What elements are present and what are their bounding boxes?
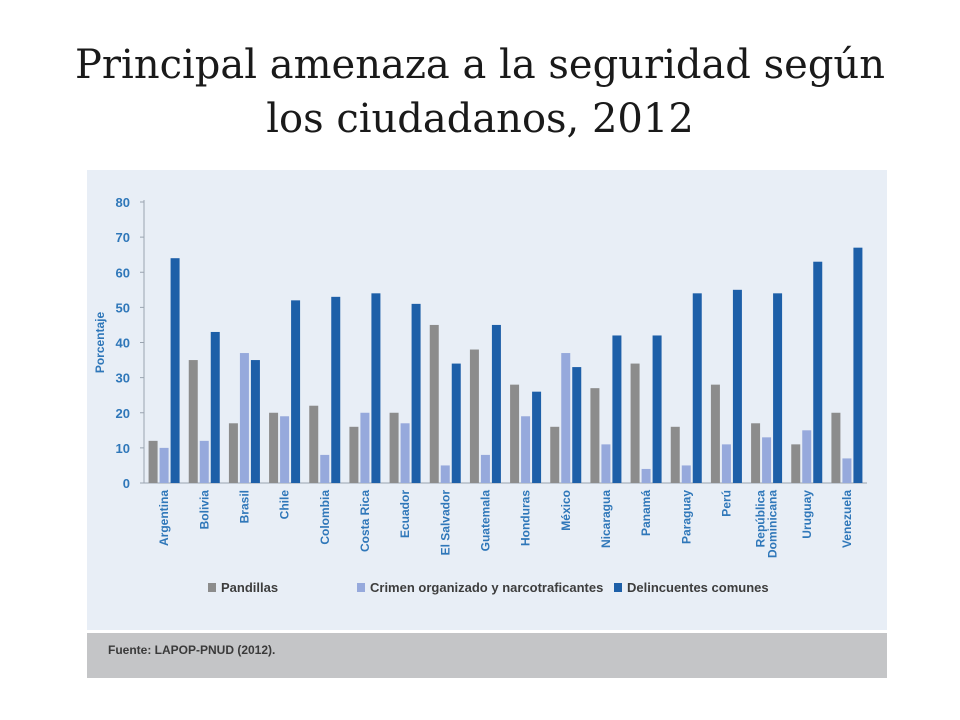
bar [170,258,180,483]
bar-chart: 0 10 20 30 40 50 60 70 80 Porcentaje Argentina Boli… [93,195,867,595]
legend-label: Pandillas [221,580,278,595]
bar [440,465,450,483]
bar [561,353,571,483]
category-label: Paraguay [679,490,693,544]
bar [532,391,542,483]
bar [550,426,560,483]
slide-title-line-1: Principal amenaza a la seguridad según [75,42,885,88]
bar [491,324,501,483]
bar [469,349,479,483]
bar [148,440,158,483]
category-label: Nicaragua [599,490,613,548]
category-label: Uruguay [800,490,814,539]
bar [831,412,841,483]
bar [590,388,600,483]
bar [159,447,169,483]
category-label: Dominicana [766,490,780,558]
y-tick-label: 10 [116,441,130,456]
bar [389,412,399,483]
bar [239,353,249,483]
bar [732,289,742,483]
category-label: Argentina [157,490,171,546]
bar [400,423,410,483]
bar [210,331,220,483]
bar [429,324,439,483]
legend-swatch [357,583,365,592]
bar [641,468,651,483]
category-label: México [559,490,573,531]
y-tick-label: 0 [123,476,130,491]
legend-swatch [208,583,216,592]
bar [572,367,582,483]
category-label: Venezuela [840,490,854,548]
slide-title: Principal amenaza a la seguridad según l… [0,38,960,146]
bar [349,426,359,483]
y-tick-label: 60 [116,265,130,280]
category-label: El Salvador [438,490,452,556]
y-tick-label: 20 [116,406,130,421]
bar [228,423,238,483]
bar [601,444,611,483]
bar [652,335,662,483]
bar [309,405,319,483]
category-label: Costa Rica [358,490,372,552]
bar [802,430,812,483]
category-label: Honduras [519,490,533,546]
bar [612,335,622,483]
category-label: Guatemala [478,490,492,552]
bar [710,384,720,483]
bar [762,437,772,483]
bar [199,440,209,483]
y-tick-label: 30 [116,371,130,386]
category-label: República [754,490,768,548]
y-tick-label: 50 [116,300,130,315]
category-label: Brasil [237,490,251,523]
bar [751,423,761,483]
chart-figure: 0 10 20 30 40 50 60 70 80 Porcentaje Argentina Boli… [87,170,887,678]
bar [670,426,680,483]
y-tick-label: 80 [116,195,130,210]
bar [411,303,421,483]
bar [320,454,330,483]
y-axis-title: Porcentaje [93,311,107,373]
category-label: Ecuador [398,490,412,538]
bar [360,412,370,483]
bar [521,416,531,483]
source-note: Fuente: LAPOP-PNUD (2012). [108,643,276,657]
bar [480,454,490,483]
bar [853,247,863,483]
bar [813,261,823,483]
bar [451,363,461,483]
bar [773,293,783,483]
y-tick-label: 70 [116,230,130,245]
bar [721,444,731,483]
legend-swatch [614,583,622,592]
legend-label: Delincuentes comunes [627,580,769,595]
source-bar: Fuente: LAPOP-PNUD (2012). [87,630,887,678]
bar [371,293,381,483]
bar [681,465,691,483]
y-tick-label: 40 [116,336,130,351]
category-label: Panamá [639,490,653,536]
bar [842,458,852,483]
bar [791,444,801,483]
bar [291,300,301,483]
bar [692,293,702,483]
category-label: Colombia [318,490,332,545]
bar [250,360,260,483]
bar [331,296,341,483]
bar [188,360,198,483]
bar [510,384,520,483]
legend-label: Crimen organizado y narcotraficantes [370,580,603,595]
category-label: Chile [278,490,292,520]
bar [630,363,640,483]
category-label: Bolivia [197,490,211,530]
bar [280,416,290,483]
slide-title-line-2: los ciudadanos, 2012 [266,96,694,142]
category-label: Perú [719,490,733,517]
bar [269,412,279,483]
